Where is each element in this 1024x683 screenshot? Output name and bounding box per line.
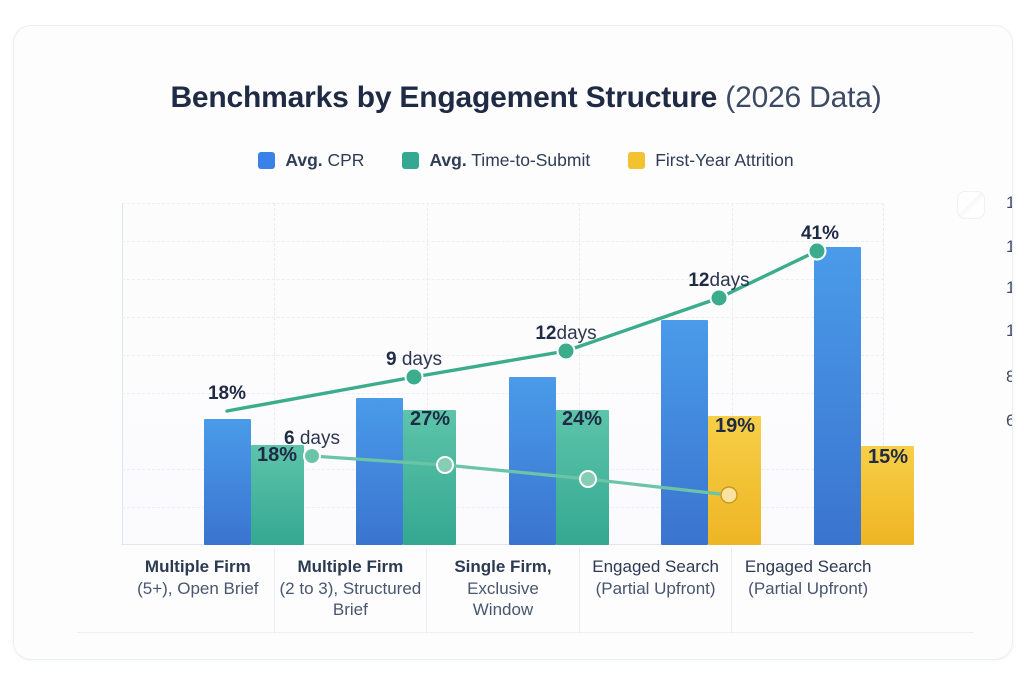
bar-attrition-g5[interactable] (861, 446, 914, 545)
category-label-1: Multiple Firm (2 to 3), Structured Brief (275, 548, 428, 634)
legend-label-avg-cpr: Avg. CPR (285, 150, 365, 170)
point-label-lower-1: 6 days (284, 428, 340, 449)
chart-title-suffix: (2026 Data) (717, 81, 882, 114)
chart-card: Benchmarks by Engagement Structure (2026… (13, 25, 1013, 660)
bar-label-teal-g3: 24% (561, 408, 603, 430)
legend-item-avg-cpr[interactable]: Avg. CPR (258, 150, 364, 171)
bar-avg-cpr-g3[interactable] (509, 377, 556, 545)
y-axis-right-tick-6: 6 days (1006, 411, 1012, 431)
gridline-25 (122, 355, 884, 356)
legend-label-first-year-attrition: First-Year Attrition (655, 150, 794, 170)
category-label-2: Single Firm, Exclusive Window (427, 548, 580, 634)
bar-avg-cpr-g5[interactable] (814, 247, 861, 545)
rounded-square-watermark-icon (957, 191, 985, 219)
y-axis-right-tick-12: 12 days (1006, 278, 1012, 298)
y-axis-right-tick-18: 18 days (1006, 193, 1012, 213)
gridline-10 (122, 507, 884, 508)
point-label-upper-2: 9 days (386, 349, 442, 370)
legend-swatch-amber-icon (628, 152, 646, 169)
category-axis: Multiple Firm (5+), Open Brief Multiple … (122, 548, 884, 634)
point-label-upper-3: 12days (535, 323, 597, 344)
bar-label-teal-g1: 18% (256, 444, 298, 466)
legend-swatch-teal-icon (402, 152, 420, 169)
category-label-4: Engaged Search (Partial Upfront) (744, 557, 872, 598)
bar-avg-cpr-g1[interactable] (204, 419, 251, 545)
gridline-40 (122, 241, 884, 242)
point-label-upper-1: 18% (207, 383, 247, 404)
chart-title: Benchmarks by Engagement Structure (2026… (14, 81, 1012, 115)
axis-baseline (121, 544, 884, 545)
legend-item-avg-time-to-submit[interactable]: Avg. Time-to-Submit (402, 150, 590, 171)
legend-swatch-blue-icon (258, 152, 276, 169)
y-axis-right-tick-16: 16 days (1006, 237, 1012, 257)
category-label-0: Multiple Firm (5+), Open Brief (122, 548, 275, 634)
bar-label-amber-g5: 15% (867, 446, 909, 468)
gridline-35 (122, 279, 884, 280)
bar-label-amber-g4: 19% (714, 415, 756, 437)
bar-avg-cpr-g4[interactable] (661, 320, 708, 545)
gridline-30 (122, 317, 884, 318)
bar-label-teal-g2: 27% (409, 408, 451, 430)
gridline-45 (122, 203, 884, 204)
y-axis-right-tick-10: 10 days (1006, 321, 1012, 341)
y-axis-right-tick-8: 8 days (1006, 367, 1012, 387)
chart-title-main: Benchmarks by Engagement Structure (170, 81, 718, 114)
legend-label-avg-time-to-submit: Avg. Time-to-Submit (429, 150, 591, 170)
legend-item-first-year-attrition[interactable]: First-Year Attrition (628, 150, 794, 171)
category-label-3: Engaged Search (Partial Upfront) (580, 548, 733, 634)
chart-legend: Avg. CPR Avg. Time-to-Submit First-Year … (14, 150, 1012, 171)
bar-time-to-submit-g1[interactable] (251, 445, 304, 545)
plot-area: 45% 40% 35% 30% 25% 20% 15% 10% 0% 18 da… (121, 193, 1012, 545)
point-label-upper-5: 41% (800, 223, 840, 244)
category-axis-underline (77, 632, 974, 633)
bar-avg-cpr-g2[interactable] (356, 398, 403, 545)
point-label-upper-4: 12days (688, 270, 750, 291)
